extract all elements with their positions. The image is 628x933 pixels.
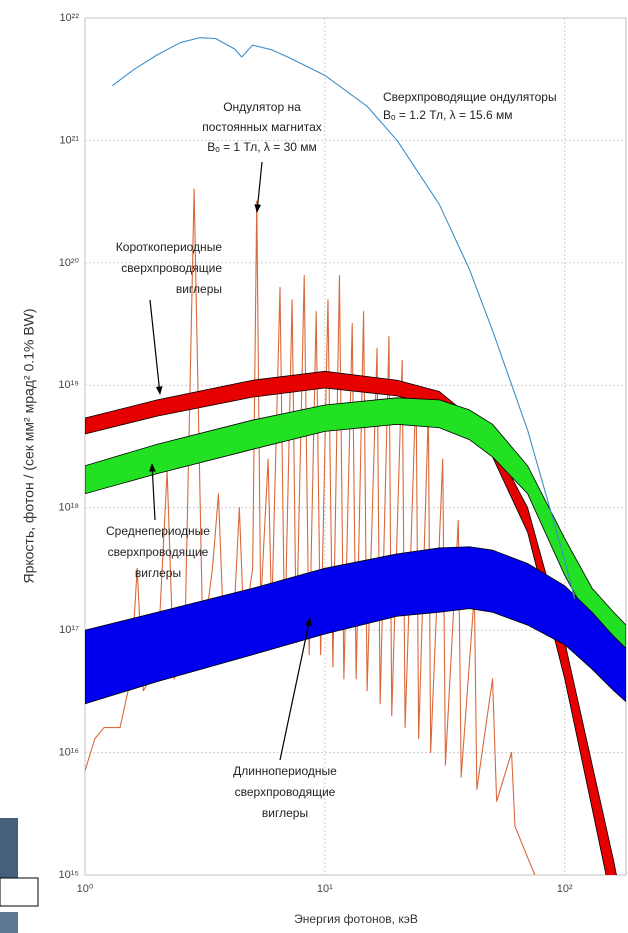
annotation: Короткопериодные [116, 240, 223, 254]
arrow [254, 161, 263, 213]
annotation: сверхпроводящие [121, 261, 222, 275]
annotation: Длиннопериодные [233, 764, 337, 778]
y-tick-label: 10²⁰ [59, 257, 80, 269]
x-tick-label: 10² [557, 883, 573, 895]
annotation: постоянных магнитах [202, 120, 322, 134]
annotation: Ондулятор на [223, 100, 301, 114]
annotation: виглеры [176, 282, 222, 296]
annotation: Bₒ = 1.2 Тл, λ = 15.6 мм [383, 108, 513, 122]
x-tick-label: 10⁰ [77, 883, 94, 895]
y-axis-label: Яркость, фотон / (сек мм² мрад² 0.1% BW) [21, 308, 37, 583]
annotation: виглеры [135, 566, 181, 580]
y-tick-label: 10²² [59, 12, 79, 24]
y-tick-label: 10¹⁸ [58, 502, 79, 514]
y-tick-label: 10¹⁵ [59, 869, 79, 881]
arrow [149, 299, 163, 395]
arrow [279, 617, 312, 761]
band [85, 370, 617, 875]
annotation: Сверхпроводящие ондуляторы [383, 90, 557, 104]
arrows [149, 161, 312, 761]
marks [85, 37, 626, 875]
fragment [0, 818, 18, 878]
y-tick-label: 10¹⁹ [58, 379, 79, 391]
x-axis-label: Энергия фотонов, кэВ [294, 912, 418, 926]
annotation: Среднепериодные [106, 524, 210, 538]
labels: 10¹⁵ 10¹⁶ 10¹⁷ 10¹⁸ 10¹⁹ 10²⁰ 10²¹ 10²² 10⁰ 10¹ 10… [58, 12, 573, 895]
band [85, 546, 626, 705]
annotation: Bₒ = 1 Тл, λ = 30 мм [207, 140, 317, 154]
arrow [149, 463, 156, 521]
x-tick-label: 10¹ [317, 883, 333, 895]
series-line [111, 37, 576, 600]
y-tick-label: 10¹⁶ [59, 746, 79, 758]
fragment [0, 912, 18, 933]
annotation: сверхпроводящие [108, 545, 209, 559]
annotation: сверхпроводящие [235, 785, 336, 799]
y-tick-label: 10²¹ [59, 134, 79, 146]
band [85, 397, 626, 666]
y-tick-label: 10¹⁷ [59, 624, 79, 636]
fragment [0, 877, 39, 907]
annotation: виглеры [262, 806, 308, 820]
